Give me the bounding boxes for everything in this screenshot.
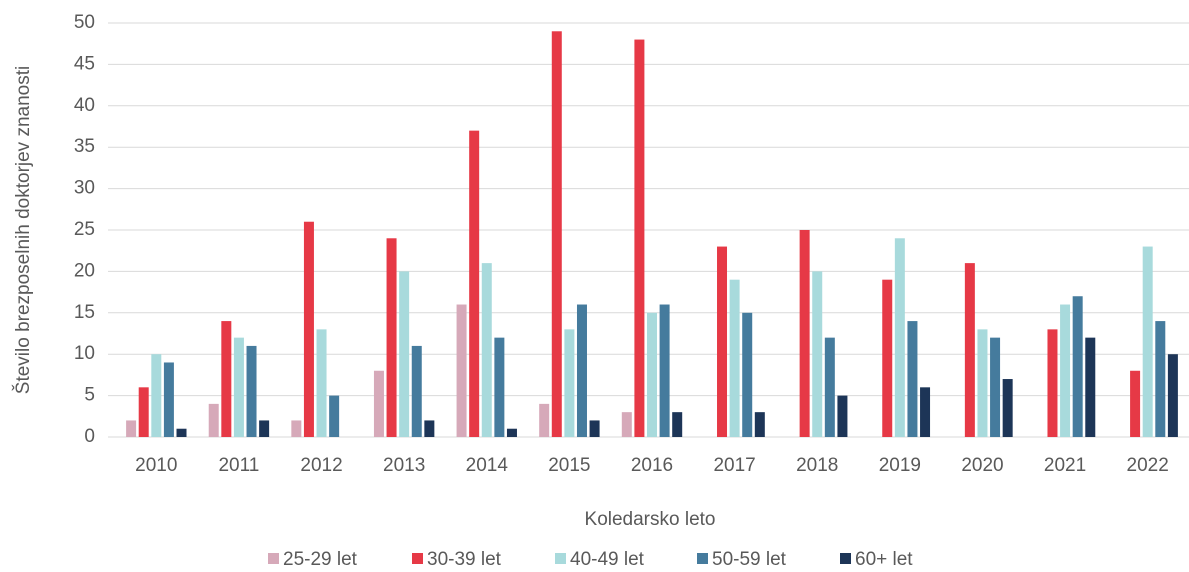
bar	[551, 31, 562, 438]
bar	[373, 370, 384, 437]
bar	[1047, 329, 1058, 437]
legend-swatch	[697, 553, 708, 564]
legend-swatch	[555, 553, 566, 564]
y-tick-label: 20	[74, 260, 95, 281]
bar	[742, 312, 753, 437]
bar	[754, 412, 765, 437]
bar	[481, 263, 492, 437]
y-tick-label: 30	[74, 178, 95, 199]
x-tick-label: 2019	[879, 455, 921, 476]
bar	[824, 337, 835, 437]
bar	[920, 387, 931, 437]
bar	[221, 321, 232, 437]
bar	[151, 354, 162, 437]
bar	[964, 263, 975, 437]
bar	[494, 337, 505, 437]
x-axis-label: Koledarsko leto	[585, 509, 716, 530]
y-tick-label: 35	[74, 136, 95, 157]
legend-label: 30-39 let	[427, 549, 502, 570]
x-tick-label: 2020	[961, 455, 1003, 476]
bar	[138, 387, 149, 437]
x-tick-label: 2013	[383, 455, 425, 476]
bar	[1130, 370, 1141, 437]
bar	[812, 271, 823, 437]
bar	[399, 271, 410, 437]
legend-label: 50-59 let	[712, 549, 787, 570]
x-tick-label: 2016	[631, 455, 673, 476]
legend-swatch	[268, 553, 279, 564]
x-tick-label: 2010	[135, 455, 177, 476]
x-tick-label: 2015	[548, 455, 590, 476]
x-tick-label: 2022	[1127, 455, 1169, 476]
bar	[208, 403, 219, 437]
bar	[647, 312, 657, 437]
x-tick-label: 2014	[466, 455, 509, 476]
bar	[894, 238, 905, 437]
bar	[729, 279, 740, 437]
y-tick-label: 15	[74, 302, 95, 323]
y-tick-label: 10	[74, 343, 95, 364]
bar	[1142, 246, 1153, 437]
bar	[456, 304, 467, 437]
bar	[659, 304, 670, 437]
y-tick-label: 5	[84, 385, 95, 406]
bar	[386, 238, 397, 437]
bar	[621, 412, 632, 437]
bar	[163, 362, 174, 437]
bar	[1085, 337, 1096, 437]
bar	[303, 221, 314, 437]
bar	[176, 428, 187, 437]
y-tick-label: 45	[74, 53, 95, 74]
bar	[469, 130, 480, 437]
legend-label: 25-29 let	[283, 549, 358, 570]
y-axis-label: Število brezposelnih doktorjev znanosti	[12, 66, 34, 394]
bar	[233, 337, 244, 437]
bar	[1155, 321, 1166, 437]
bar	[539, 403, 550, 437]
bar	[634, 39, 645, 438]
legend-swatch	[412, 553, 423, 564]
y-tick-label: 40	[74, 95, 95, 116]
bar	[837, 395, 848, 437]
bar	[259, 420, 270, 437]
legend-label: 40-49 let	[570, 549, 645, 570]
bar	[246, 345, 257, 437]
bar	[329, 395, 340, 437]
bar	[717, 246, 728, 437]
bar	[506, 428, 517, 437]
bar	[672, 412, 683, 437]
bar	[564, 329, 575, 437]
bar	[411, 345, 422, 437]
bar	[907, 321, 918, 437]
bar	[1060, 304, 1071, 437]
legend-label: 60+ let	[855, 549, 913, 570]
bar	[576, 304, 587, 437]
bar	[291, 420, 302, 437]
x-tick-label: 2021	[1044, 455, 1086, 476]
y-tick-label: 25	[74, 219, 95, 240]
x-tick-label: 2011	[218, 455, 259, 476]
bar	[316, 329, 327, 437]
bar	[424, 420, 435, 437]
bar	[1072, 296, 1083, 437]
x-tick-label: 2018	[796, 455, 838, 476]
bar	[977, 329, 988, 437]
y-tick-label: 0	[84, 426, 95, 447]
legend-swatch	[840, 553, 851, 564]
x-tick-label: 2012	[300, 455, 342, 476]
bar	[882, 279, 893, 437]
bar	[589, 420, 600, 437]
bar	[799, 230, 810, 437]
x-tick-label: 2017	[713, 455, 755, 476]
bar	[1002, 379, 1013, 437]
bar	[126, 420, 137, 437]
bar	[990, 337, 1001, 437]
y-tick-label: 50	[74, 12, 95, 33]
bar	[1167, 354, 1178, 437]
